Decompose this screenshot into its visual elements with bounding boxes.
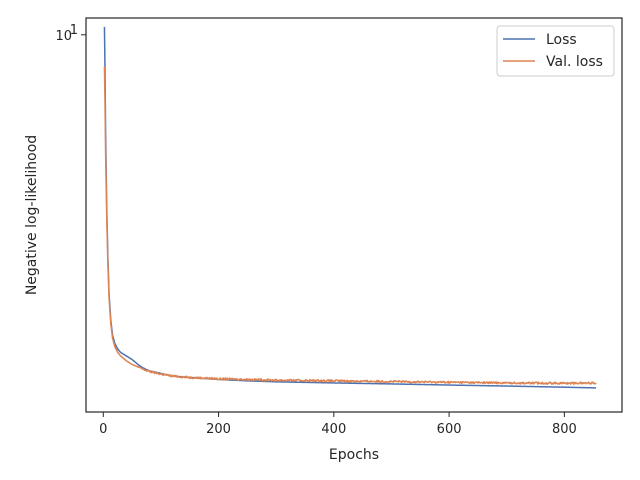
series-line-val-loss — [103, 66, 597, 385]
x-tick-label: 800 — [552, 422, 577, 437]
x-tick-label: 200 — [206, 422, 231, 437]
x-tick-label: 600 — [437, 422, 462, 437]
legend: Loss Val. loss — [496, 25, 615, 77]
legend-label: Val. loss — [546, 54, 603, 70]
y-tick-label: 10 — [55, 29, 72, 44]
legend-label: Loss — [546, 32, 577, 48]
series-layer — [103, 26, 597, 389]
x-axis-ticks: 0 200 400 600 800 — [99, 412, 577, 437]
plot-area — [86, 18, 622, 412]
y-tick-exponent: 1 — [70, 23, 78, 38]
x-axis-title: Epochs — [329, 447, 379, 463]
x-tick-label: 0 — [99, 422, 107, 437]
y-axis-title: Negative log-likelihood — [24, 135, 40, 295]
x-tick-label: 400 — [321, 422, 346, 437]
plot-frame — [85, 17, 623, 413]
y-axis-ticks: 101 — [55, 23, 86, 44]
